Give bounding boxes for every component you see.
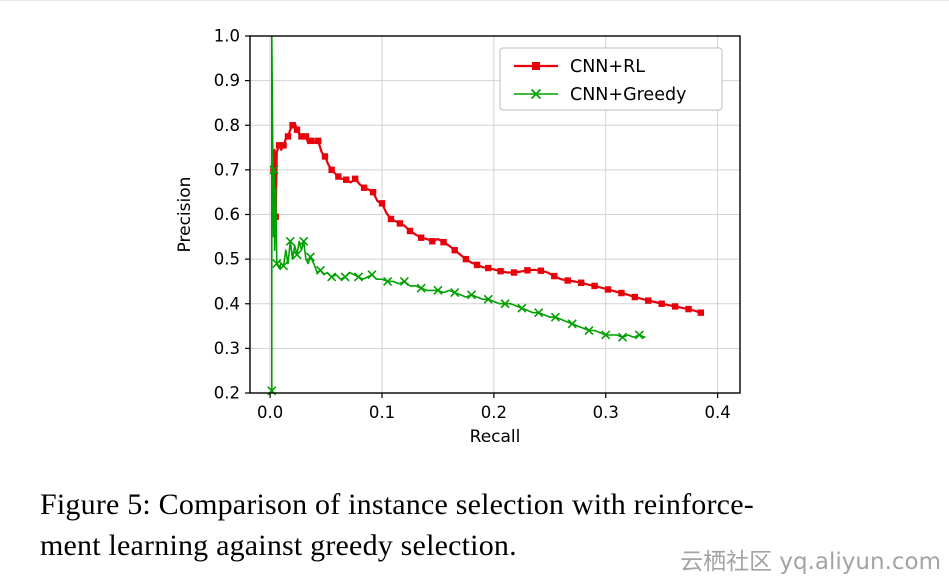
pr-curve-chart: 0.0 0.1 0.2 0.3 0.4Recall0.20.30.40.50.60.70… xyxy=(175,27,741,447)
legend-label-0: CNN+RL xyxy=(570,57,645,77)
x-axis-label: Recall xyxy=(470,427,521,447)
y-axis: 0.2 0.3 0.4 0.5 0.6 0.7 0.8 0.9 1.0 Precision xyxy=(175,27,250,403)
svg-text:0.5: 0.5 xyxy=(214,250,240,269)
svg-text:0.4: 0.4 xyxy=(705,403,731,422)
svg-text:0.2: 0.2 xyxy=(481,403,507,422)
svg-text:0.7: 0.7 xyxy=(214,160,240,179)
caption-line-2: ment learning against greedy selection. xyxy=(40,529,517,562)
svg-text:0.2: 0.2 xyxy=(214,384,240,403)
figure-caption: Figure 5: Comparison of instance selecti… xyxy=(40,484,930,566)
svg-text:0.6: 0.6 xyxy=(214,205,240,224)
series-cnn-greedy xyxy=(267,35,646,396)
legend: CNN+RL CNN+Greedy xyxy=(499,47,723,111)
svg-text:0.1: 0.1 xyxy=(369,403,395,422)
legend-label-1: CNN+Greedy xyxy=(570,85,686,105)
svg-text:0.3: 0.3 xyxy=(214,339,240,358)
svg-text:0.3: 0.3 xyxy=(593,403,619,422)
watermark-text: 云栖社区 yq.aliyun.com xyxy=(680,549,941,575)
svg-text:0.8: 0.8 xyxy=(214,116,240,135)
series-cnn-rl xyxy=(270,121,705,316)
x-axis: 0.0 0.1 0.2 0.3 0.4 Recall xyxy=(257,393,731,447)
y-axis-label: Precision xyxy=(175,177,195,253)
svg-text:1.0: 1.0 xyxy=(214,27,240,46)
svg-text:0.0: 0.0 xyxy=(257,403,283,422)
chart-area: 0.0 0.1 0.2 0.3 0.4 Recall 0.2 0.3 0.4 0.5 0.6 0.7 0… xyxy=(0,1,949,463)
caption-line-1: Figure 5: Comparison of instance selecti… xyxy=(40,488,754,521)
svg-text:0.4: 0.4 xyxy=(214,294,240,313)
svg-text:0.9: 0.9 xyxy=(214,71,240,90)
